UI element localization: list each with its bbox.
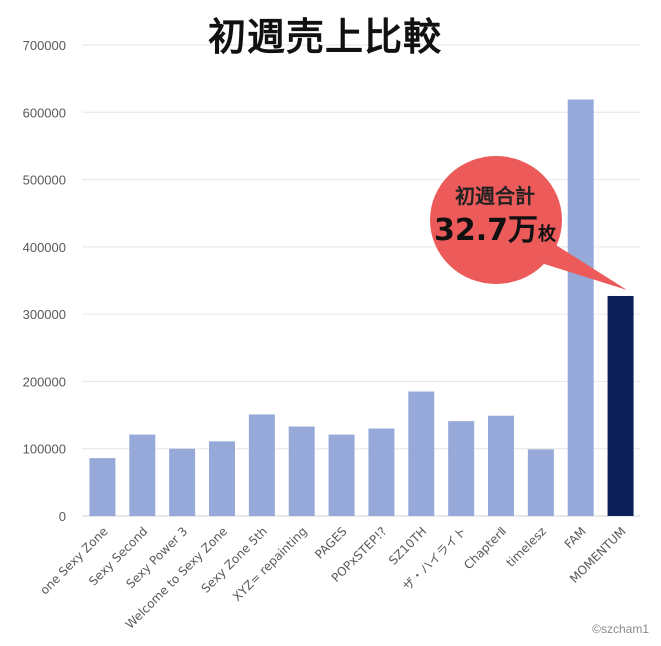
- callout-bubble: [430, 156, 627, 290]
- callout-label: 初週合計: [455, 184, 535, 208]
- callout-text: 初週合計 32.7万枚: [430, 183, 560, 253]
- bar: [488, 415, 514, 516]
- bar: [567, 99, 594, 516]
- bar: [328, 434, 355, 516]
- x-tick-label: one Sexy Zone: [37, 524, 110, 597]
- bar: [527, 449, 554, 516]
- bar: [607, 295, 634, 516]
- bars: [89, 99, 634, 516]
- bar: [288, 426, 315, 516]
- bar: [89, 458, 116, 516]
- y-axis-ticks: 0 100000 200000 300000 400000 500000 600000 700…: [23, 38, 66, 524]
- credit: ©szcham1: [592, 622, 649, 636]
- x-tick-label: FAM: [562, 524, 589, 551]
- bar: [368, 428, 395, 516]
- x-tick-label: XYZ= repainting: [230, 524, 310, 604]
- y-tick-label: 300000: [23, 307, 66, 322]
- y-tick-label: 500000: [23, 173, 66, 188]
- y-tick-label: 400000: [23, 240, 66, 255]
- bar: [129, 434, 156, 516]
- y-tick-label: 100000: [23, 442, 66, 457]
- bar: [209, 441, 235, 516]
- gridlines: [82, 44, 640, 517]
- chart-title: 初週売上比較: [208, 15, 443, 59]
- y-tick-label: 700000: [23, 38, 66, 53]
- callout-value: 32.7万: [433, 213, 539, 248]
- bar: [169, 448, 196, 516]
- x-tick-label: PAGES: [312, 524, 349, 561]
- y-tick-label: 0: [59, 509, 66, 524]
- bar: [248, 414, 275, 516]
- callout-tail: [538, 240, 627, 290]
- bar: [408, 391, 435, 516]
- callout-unit: 枚: [538, 224, 557, 245]
- callout-value-row: 32.7万枚: [430, 213, 560, 253]
- bar: [448, 421, 475, 516]
- x-tick-label: timelesz: [503, 524, 549, 570]
- x-tick-label: ChapterⅡ: [461, 524, 509, 572]
- y-tick-label: 600000: [23, 105, 66, 120]
- callout-circle: [430, 156, 562, 284]
- y-tick-label: 200000: [23, 374, 66, 389]
